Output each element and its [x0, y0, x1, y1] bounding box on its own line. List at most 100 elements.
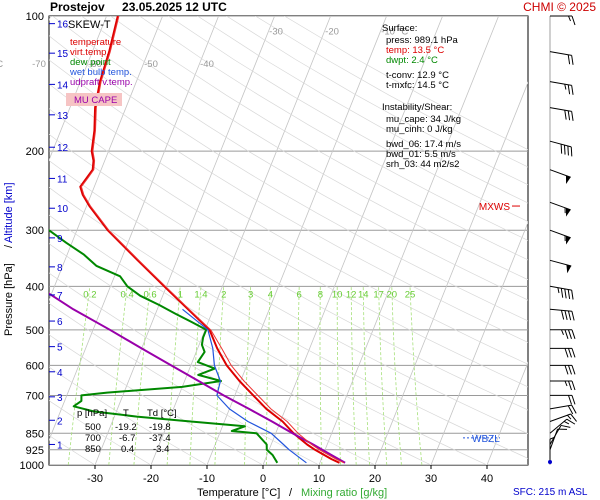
wind-barb-half [568, 15, 571, 22]
wind-barb-flag [565, 208, 571, 217]
wind-barb-full [571, 55, 574, 65]
mixing-ratio-label: 20 [386, 289, 397, 300]
wind-barb-shaft [549, 285, 572, 291]
surface-title: Surface: [382, 23, 417, 34]
legend-item-wet-bulb: wet bulb temp. [69, 67, 132, 78]
isotherm-line [49, 16, 107, 162]
isotherm-line [206, 16, 387, 465]
x-tick-label: -20 [143, 473, 159, 485]
table-row-850-td: -3.4 [153, 444, 169, 455]
wind-barb-full [568, 395, 572, 405]
x-tick-label: 20 [369, 473, 381, 485]
dry-adiabat [49, 334, 264, 465]
mixing-ratio-label: 12 [346, 289, 357, 300]
isotherm-line [94, 16, 275, 465]
mixing-ratio-label: 1 [178, 289, 183, 300]
dry-adiabat [49, 133, 528, 411]
table-header-td: Td [°C] [147, 408, 177, 419]
wind-barb-shaft [549, 169, 571, 178]
wind-barb-full [568, 348, 572, 358]
isotherm-line [318, 16, 499, 465]
wind-barb-full [571, 111, 574, 121]
wind-barb-full [571, 290, 574, 300]
xlabel-separator: / [289, 487, 293, 499]
dry-adiabat [49, 214, 488, 465]
x-tick-label: -10 [199, 473, 215, 485]
wind-barb-full [560, 424, 571, 428]
mucape-label: MU CAPE [74, 95, 117, 106]
dry-adiabat [139, 16, 528, 241]
mixing-ratio-line [244, 286, 251, 465]
mixing-ratio-line [67, 286, 91, 465]
instability-title: Instability/Shear: [382, 102, 452, 113]
isotherm-line [150, 16, 331, 465]
wbzl-marker: WBZL [472, 434, 500, 445]
wind-barb [549, 404, 577, 415]
wind-barb-half [564, 380, 568, 387]
mixing-ratio-label: 6 [297, 289, 302, 300]
level-table: p [hPa] T Td [°C] 500 -19.2 -19.8 700 -6… [77, 408, 177, 455]
wind-barb-full [567, 84, 571, 95]
isotherm-line [49, 16, 219, 442]
profile-udpraft-v-temp- [49, 292, 346, 464]
wind-barb [549, 229, 571, 245]
mixing-ratio-line [189, 286, 202, 465]
mixing-ratio-label: 1.4 [194, 289, 207, 300]
altitude-tick-2: 2 [57, 416, 63, 427]
x-tick-label: 40 [481, 473, 493, 485]
mixing-ratio-line [214, 286, 225, 465]
table-row-500-p: 500 [85, 422, 101, 433]
mxws-marker: MXWS [479, 202, 510, 213]
dry-adiabat [49, 366, 208, 465]
wind-barb-full [571, 329, 576, 339]
legend: SKEW-T temperature virt.temp. dew point … [66, 19, 133, 106]
isotherm-label: -60 [88, 59, 102, 70]
altitude-tick-5: 5 [57, 343, 63, 354]
wind-barb [549, 418, 576, 434]
table-row-850-p: 850 [85, 444, 101, 455]
table-row-850-t: 0.4 [121, 444, 134, 455]
mixing-ratio-label: 3 [248, 289, 253, 300]
wind-barb [549, 107, 574, 121]
wind-barb-full [571, 380, 576, 391]
table-row-700-td: -37.4 [149, 433, 171, 444]
wind-barb [549, 51, 574, 65]
wind-barb-full [564, 288, 567, 299]
dry-adiabat [49, 400, 152, 465]
ylabel-altitude: Altitude [km] [3, 182, 15, 243]
wind-barb-shaft [549, 308, 572, 312]
pressure-tick-1000: 1000 [20, 460, 44, 472]
mu-cape-value: mu_cape: 34 J/kg [386, 114, 461, 125]
isotherm-label: -10 °C [381, 27, 408, 38]
wind-barb [549, 308, 575, 321]
wind-barb [550, 347, 576, 358]
x-tick-label: 0 [260, 473, 266, 485]
table-header-p: p [hPa] [77, 408, 107, 419]
wind-barb-shaft [549, 201, 571, 211]
wind-barb-shaft [549, 425, 562, 445]
x-tick-label: 10 [313, 473, 325, 485]
isotherm-line [486, 361, 528, 465]
wind-barb-full [564, 365, 569, 375]
surface-wind-dot [548, 460, 552, 464]
mixing-ratio-line [319, 286, 323, 465]
wind-barb-full [570, 146, 573, 157]
wind-barb-full [571, 85, 574, 95]
isotherm-line [430, 221, 528, 465]
legend-item-dew-point: dew point [70, 57, 111, 68]
pressure-tick-600: 600 [26, 360, 44, 372]
pressure-tick-700: 700 [26, 390, 44, 402]
legend-title: SKEW-T [68, 19, 111, 31]
station-name: Prostejov [50, 0, 105, 14]
wind-barb [549, 169, 571, 185]
altitude-tick-8: 8 [57, 263, 63, 274]
wind-barb-shaft [549, 140, 572, 148]
wind-barb-shaft [549, 418, 568, 434]
wind-barb-full [560, 144, 563, 154]
altitude-tick-13: 13 [57, 111, 69, 122]
tconv-value: t-conv: 12.9 °C [386, 70, 449, 81]
mixing-ratio-line [391, 286, 402, 465]
wind-barb-full [568, 380, 572, 391]
isotherm-line [262, 16, 443, 465]
